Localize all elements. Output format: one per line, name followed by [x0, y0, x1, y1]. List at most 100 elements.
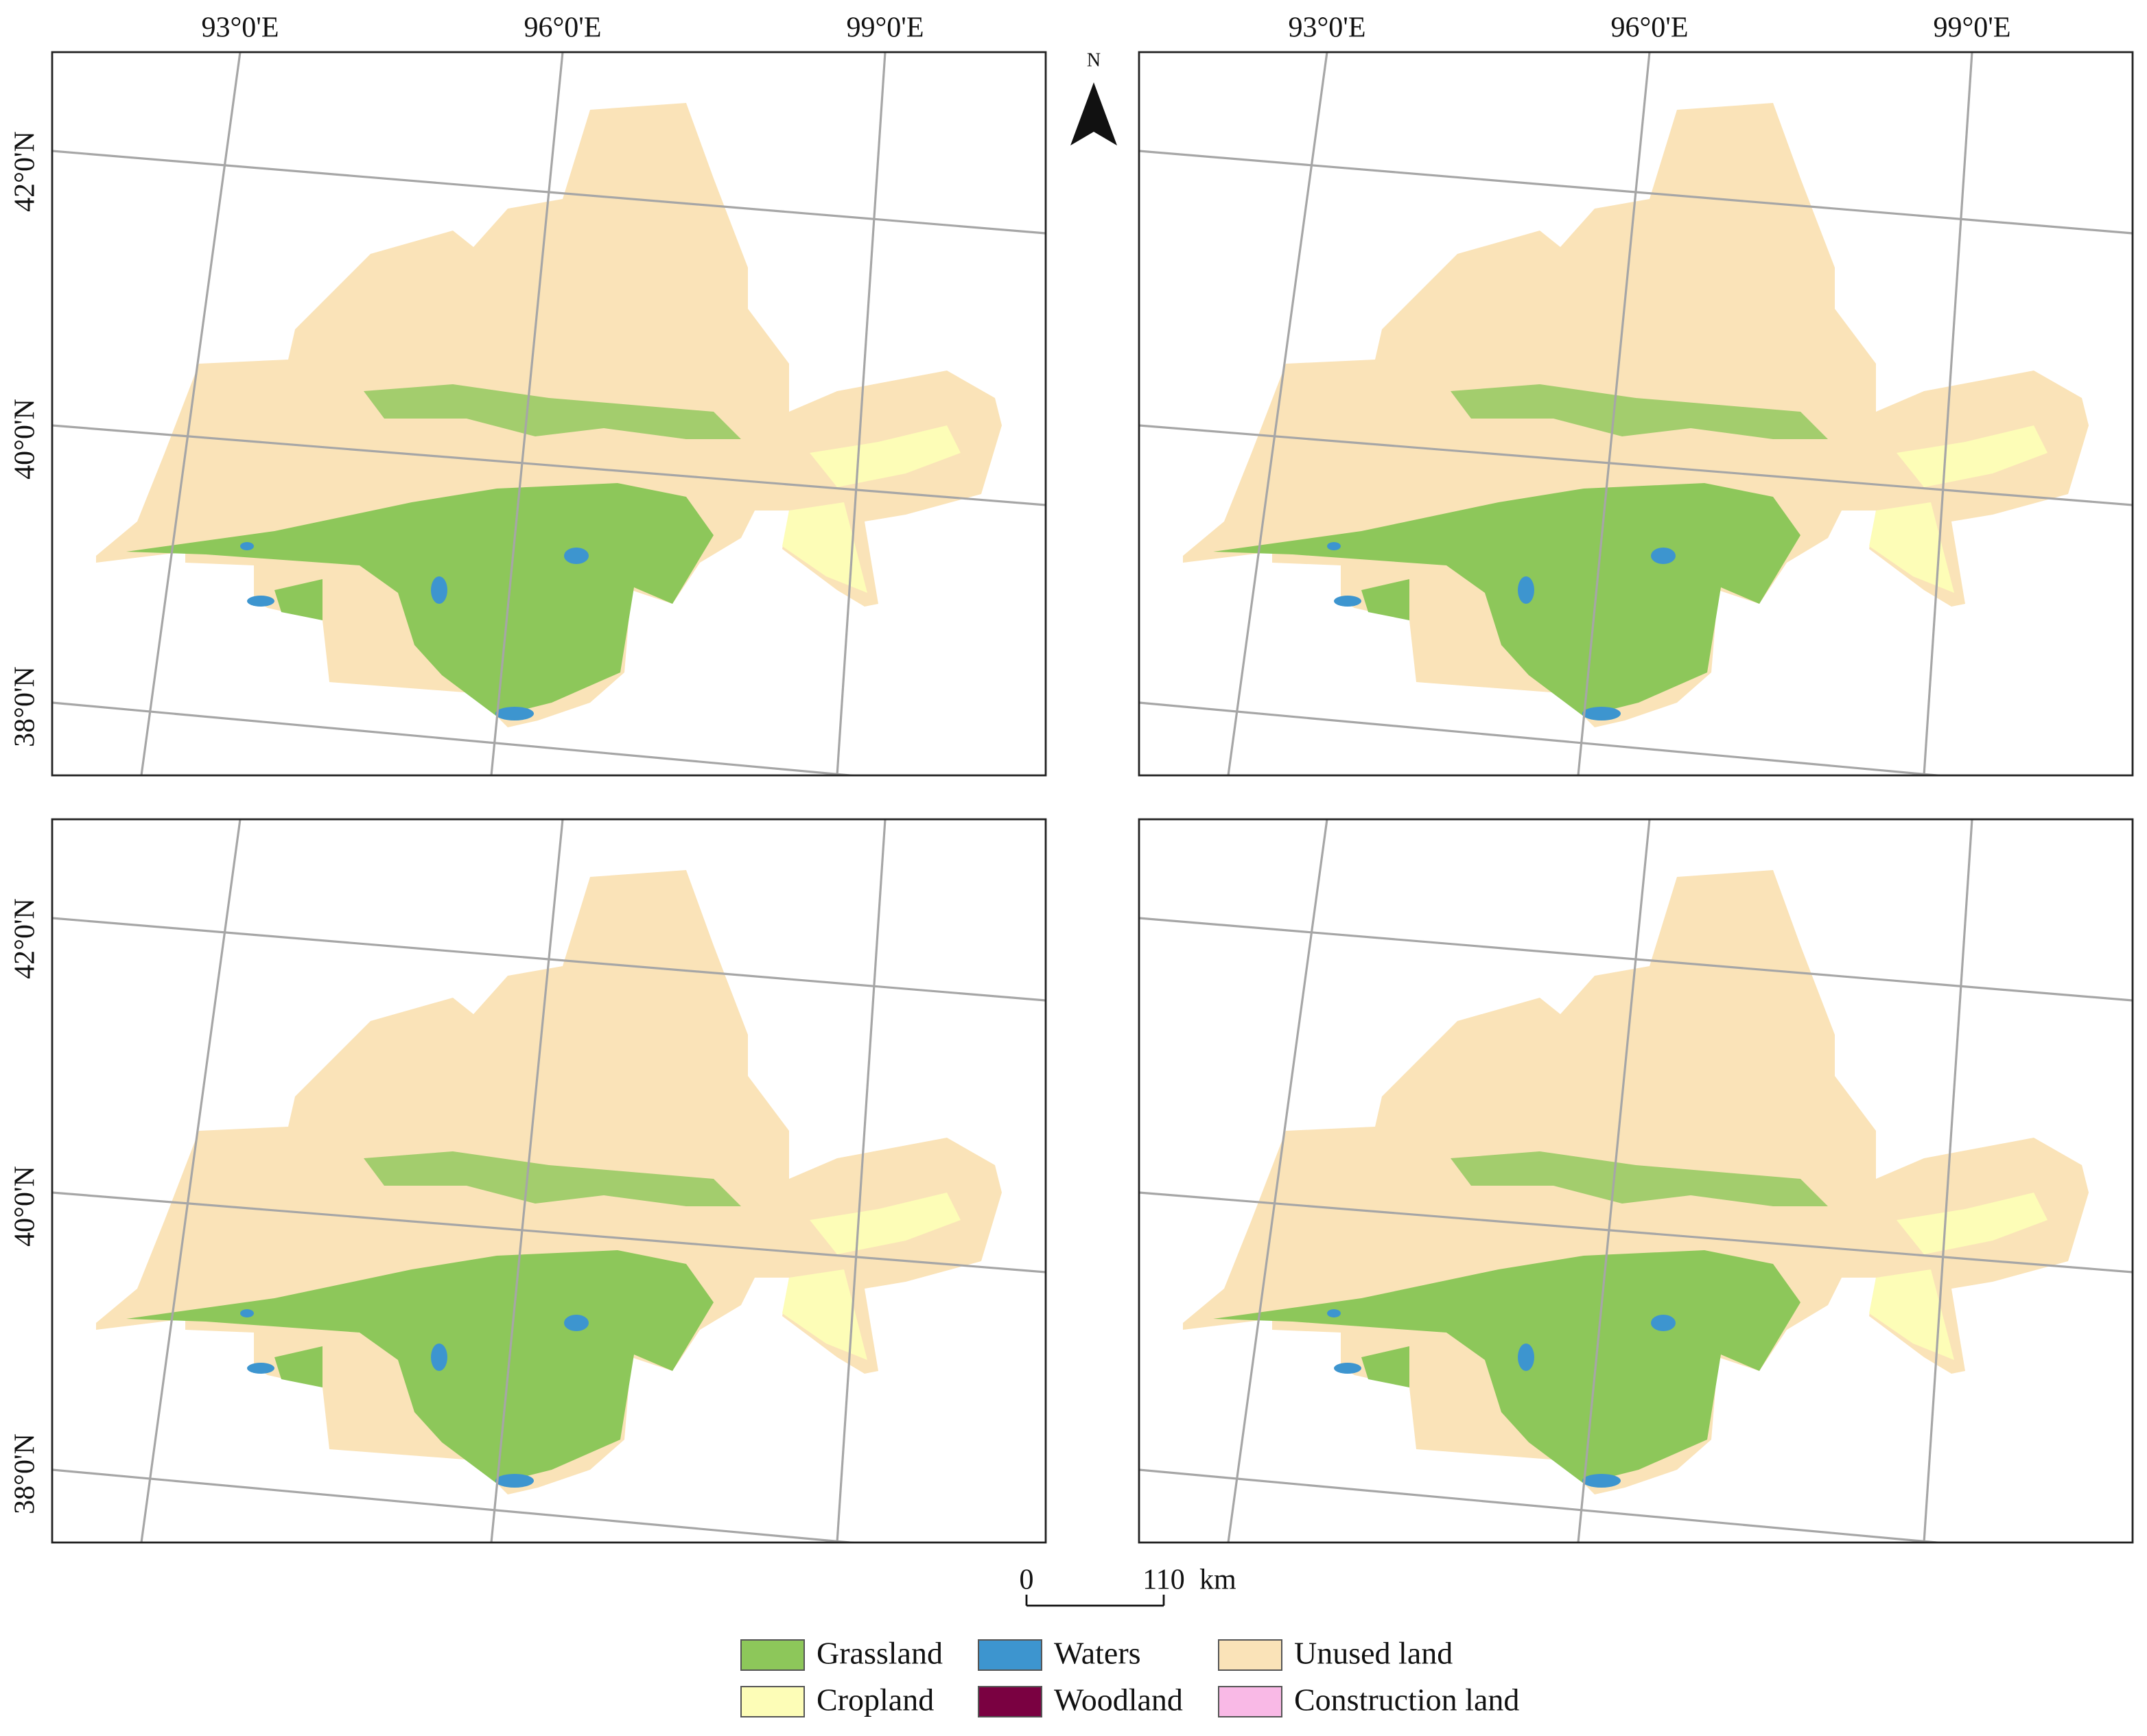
- grassland-area: [126, 1250, 714, 1483]
- meridian: [1923, 52, 1973, 775]
- parallel: [1139, 701, 1949, 775]
- cropland-area: [782, 502, 867, 593]
- meridian: [836, 819, 887, 1543]
- waters-area: [240, 1309, 254, 1317]
- map-panel: [1138, 818, 2134, 1544]
- parallel: [1139, 1191, 2133, 1274]
- legend-label: Grassland: [817, 1636, 943, 1671]
- north-arrow-left: [1070, 82, 1094, 145]
- meridian: [140, 819, 242, 1543]
- legend-swatch: [1218, 1639, 1282, 1671]
- north-label: N: [1087, 49, 1101, 71]
- panel-frame: [51, 51, 1047, 777]
- grassland-area: [1361, 579, 1409, 620]
- waters-area: [1582, 707, 1621, 720]
- longitude-label: 96°0'E: [1610, 12, 1688, 44]
- scale-unit: km: [1199, 1564, 1236, 1596]
- waters-area: [564, 548, 589, 564]
- panel-frame: [1138, 51, 2134, 777]
- waters-area: [247, 596, 274, 607]
- map-body: [1139, 819, 2133, 1543]
- legend-swatch: [1218, 1686, 1282, 1717]
- grassland-area: [1213, 1250, 1800, 1483]
- waters-area: [1582, 1474, 1621, 1488]
- cropland-area: [1869, 502, 1954, 593]
- parallel: [52, 917, 1046, 1002]
- parallel: [1139, 150, 2133, 235]
- latitude-label: 40°0'N: [10, 1166, 41, 1247]
- legend-label: Cropland: [817, 1682, 934, 1717]
- waters-area: [1518, 1344, 1534, 1371]
- legend-label: Waters: [1054, 1636, 1141, 1671]
- grassland-area: [274, 1346, 322, 1387]
- meridian: [1577, 819, 1651, 1543]
- parallel: [52, 701, 863, 775]
- longitude-label: 96°0'E: [524, 12, 601, 44]
- scale-label: 0: [1020, 1564, 1034, 1596]
- map-panel: 93°0'E 96°0'E 99°0'E 42°0'N 40°0'N 38°0'N: [10, 12, 1047, 777]
- longitude-label: 99°0'E: [1933, 12, 2010, 44]
- longitude-label: 99°0'E: [846, 12, 924, 44]
- longitude-label: 93°0'E: [201, 12, 279, 44]
- grassland-area: [274, 579, 322, 620]
- map-body: [52, 819, 1046, 1543]
- waters-area: [495, 707, 534, 720]
- waters-area: [1651, 548, 1676, 564]
- cropland-area: [810, 1193, 961, 1254]
- waters-area: [1334, 1363, 1361, 1374]
- legend-swatch: [978, 1639, 1042, 1671]
- cropland-area: [1869, 1269, 1954, 1360]
- latitude-label: 38°0'N: [10, 1433, 41, 1514]
- meridian: [140, 52, 242, 775]
- meridian: [1577, 52, 1651, 775]
- cropland-area: [782, 1269, 867, 1360]
- waters-area: [564, 1315, 589, 1331]
- legend-swatch: [740, 1639, 805, 1671]
- scale-bar: 0 110 km: [1020, 1564, 1236, 1607]
- meridian: [1227, 52, 1328, 775]
- cropland-area: [1897, 425, 2048, 487]
- waters-area: [431, 1344, 447, 1371]
- legend-label: Construction land: [1294, 1682, 1519, 1717]
- waters-area: [1334, 596, 1361, 607]
- parallel: [52, 1468, 863, 1543]
- waters-area: [495, 1474, 534, 1488]
- parallel: [52, 150, 1046, 235]
- waters-area: [431, 576, 447, 604]
- waters-area: [1327, 1309, 1341, 1317]
- legend-swatch: [740, 1686, 805, 1717]
- panel-frame: [1138, 818, 2134, 1544]
- grassland-area: [1213, 483, 1800, 716]
- grassland-area: [364, 384, 741, 439]
- waters-area: [1327, 542, 1341, 550]
- meridian: [1923, 819, 1973, 1543]
- parallel: [52, 424, 1046, 506]
- legend-label: Unused land: [1294, 1636, 1453, 1671]
- map-body: [52, 52, 1046, 775]
- longitude-label: 93°0'E: [1288, 12, 1365, 44]
- latitude-label: 40°0'N: [10, 399, 41, 480]
- parallel: [52, 1191, 1046, 1274]
- waters-area: [240, 542, 254, 550]
- north-arrow: N: [1070, 49, 1117, 145]
- parallel: [1139, 424, 2133, 506]
- waters-area: [247, 1363, 274, 1374]
- north-arrow-right: [1094, 82, 1117, 145]
- meridian: [490, 819, 564, 1543]
- scale-label: 110: [1142, 1564, 1184, 1596]
- map-panel: 42°0'N 40°0'N 38°0'N: [10, 818, 1047, 1544]
- parallel: [1139, 917, 2133, 1002]
- legend-label: Woodland: [1054, 1682, 1183, 1717]
- map-body: [1139, 52, 2133, 775]
- grassland-area: [1451, 1151, 1828, 1206]
- cropland-area: [1897, 1193, 2048, 1254]
- meridian: [1227, 819, 1328, 1543]
- map-panel: 93°0'E 96°0'E 99°0'E: [1138, 12, 2134, 777]
- grassland-area: [126, 483, 714, 716]
- latitude-label: 42°0'N: [10, 898, 41, 979]
- cropland-area: [810, 425, 961, 487]
- grassland-area: [1451, 384, 1828, 439]
- waters-area: [1651, 1315, 1676, 1331]
- panel-frame: [51, 818, 1047, 1544]
